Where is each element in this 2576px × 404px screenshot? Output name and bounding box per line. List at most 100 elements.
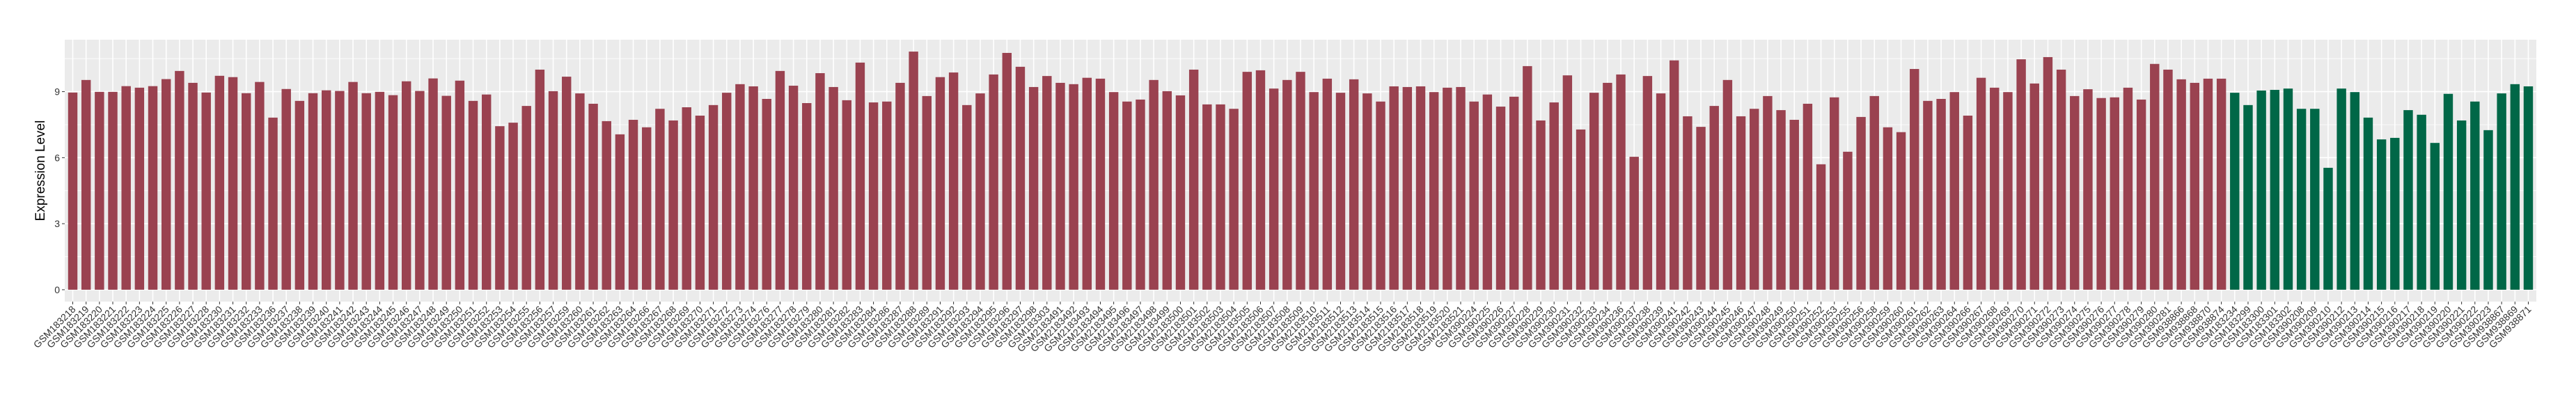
bar [361, 93, 371, 290]
y-axis: 0 3 6 9 [54, 86, 65, 295]
bar [2403, 110, 2413, 290]
bar [1803, 103, 1813, 290]
bar [308, 93, 318, 290]
bar [1670, 60, 1679, 290]
bar [2123, 87, 2133, 290]
bar [2270, 90, 2280, 290]
bar [1923, 100, 1933, 290]
bar [1683, 116, 1693, 290]
bar [1949, 92, 1959, 290]
bar [1990, 87, 2000, 290]
bar [188, 82, 198, 290]
bar [2096, 98, 2106, 290]
bar [2483, 130, 2493, 290]
bar [281, 88, 291, 290]
bar [2510, 84, 2520, 290]
bar [1789, 120, 1799, 290]
bar [161, 79, 171, 290]
bar [388, 95, 398, 290]
bar [1856, 116, 1866, 290]
bar [1616, 74, 1626, 290]
bar [375, 91, 385, 290]
bar [2150, 63, 2160, 290]
bar [2043, 56, 2053, 290]
bar [1736, 116, 1746, 290]
bar [1136, 99, 1145, 290]
bar [1242, 72, 1252, 290]
bar [2296, 109, 2307, 290]
bar [121, 86, 131, 290]
bar [1202, 104, 1212, 290]
bar [1722, 79, 1733, 290]
bar [562, 77, 572, 290]
bar [1175, 95, 1186, 290]
bar [1456, 86, 1466, 290]
bar [762, 98, 771, 290]
bar [321, 90, 331, 290]
bar [775, 70, 785, 290]
bar [722, 93, 732, 290]
y-tick-label: 0 [54, 284, 60, 295]
bar [268, 117, 278, 290]
bar [1335, 93, 1346, 290]
bar [1309, 92, 1319, 290]
bar [1603, 82, 1612, 290]
bar [2310, 109, 2320, 290]
bar [1629, 157, 1639, 290]
bar [2056, 69, 2066, 290]
bar [1322, 78, 1333, 290]
bar [2283, 88, 2293, 290]
bar [68, 92, 78, 290]
bar [1002, 52, 1012, 290]
y-axis-title: Expression Level [33, 121, 48, 222]
bar [1816, 164, 1826, 290]
bar [294, 100, 305, 290]
bar [81, 79, 91, 290]
bar [214, 75, 225, 290]
bar [2029, 83, 2039, 290]
bar [148, 86, 158, 290]
bar [1229, 109, 1239, 290]
bar [1883, 127, 1893, 290]
bar [428, 78, 438, 290]
bar [602, 121, 611, 290]
bar [521, 106, 531, 290]
bar [1296, 72, 1305, 290]
bar [815, 73, 825, 290]
bar [1282, 79, 1292, 290]
bar [2016, 59, 2026, 290]
bar [922, 95, 932, 290]
bar [615, 134, 625, 290]
bar [2163, 69, 2173, 290]
bar [2523, 86, 2534, 290]
bar [1509, 96, 1519, 290]
bar [655, 109, 665, 290]
bar [1696, 127, 1706, 290]
bar [1656, 93, 1666, 290]
bar [1415, 86, 1426, 290]
bar [108, 91, 118, 290]
bar [175, 70, 184, 290]
bar [2083, 89, 2093, 290]
bar [682, 107, 691, 290]
bars [68, 52, 2534, 290]
bar [1443, 87, 1452, 290]
bar [1776, 110, 1786, 290]
bar [895, 82, 905, 290]
bar [2470, 101, 2480, 290]
bar [1469, 101, 1479, 290]
bar [1028, 86, 1039, 290]
bar [1095, 78, 1106, 290]
bar [642, 127, 652, 290]
bar [535, 69, 545, 290]
bar [1389, 86, 1399, 290]
bar [468, 100, 478, 290]
bar [1910, 69, 1919, 290]
bar [1376, 101, 1385, 290]
bar [95, 91, 104, 290]
bar [1402, 86, 1413, 290]
bar [2243, 104, 2253, 290]
bar [708, 104, 718, 290]
bar [1589, 93, 1599, 290]
